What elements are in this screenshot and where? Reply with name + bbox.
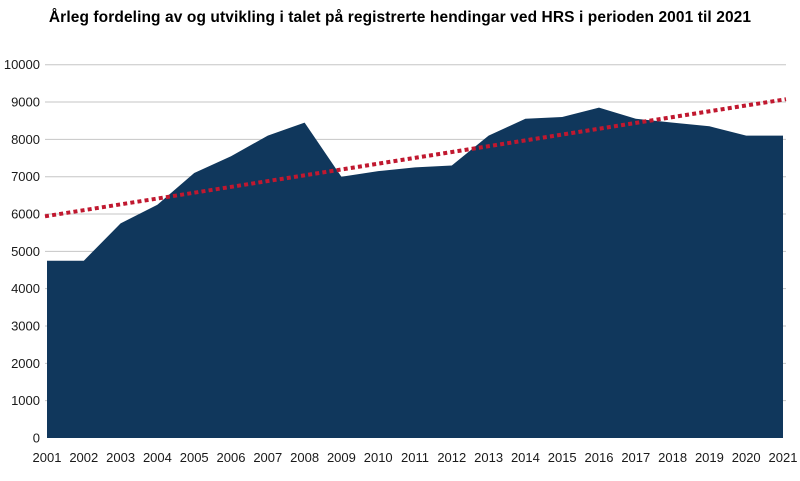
chart-title: Årleg fordeling av og utvikling i talet …: [48, 9, 752, 26]
x-axis-tick-label: 2008: [290, 450, 319, 465]
y-axis-tick-label: 8000: [11, 132, 40, 147]
y-axis-tick-label: 9000: [11, 95, 40, 110]
x-axis-tick-label: 2013: [474, 450, 503, 465]
x-axis-tick-label: 2007: [253, 450, 282, 465]
x-axis-tick-label: 2001: [33, 450, 62, 465]
y-axis-tick-label: 6000: [11, 207, 40, 222]
y-axis-tick-label: 2000: [11, 356, 40, 371]
x-axis-tick-label: 2006: [217, 450, 246, 465]
x-axis-tick-label: 2005: [180, 450, 209, 465]
x-axis-tick-label: 2014: [511, 450, 540, 465]
x-axis-tick-label: 2010: [364, 450, 393, 465]
y-axis-tick-label: 7000: [11, 169, 40, 184]
x-axis-tick-label: 2002: [69, 450, 98, 465]
y-axis-tick-label: 0: [33, 431, 40, 446]
y-axis-tick-label: 4000: [11, 281, 40, 296]
x-axis-tick-label: 2016: [585, 450, 614, 465]
x-axis-tick-label: 2011: [401, 450, 429, 465]
x-axis-tick-label: 2017: [621, 450, 650, 465]
y-axis-tick-label: 1000: [11, 393, 40, 408]
y-axis-tick-label: 3000: [11, 319, 40, 334]
x-axis-tick-label: 2021: [769, 450, 798, 465]
y-axis-tick-label: 5000: [11, 244, 40, 259]
x-axis-tick-label: 2012: [437, 450, 466, 465]
x-axis-tick-label: 2015: [548, 450, 577, 465]
x-axis-tick-label: 2009: [327, 450, 356, 465]
x-axis-tick-label: 2003: [106, 450, 135, 465]
x-axis-tick-label: 2018: [658, 450, 687, 465]
y-axis-tick-label: 10000: [4, 57, 40, 72]
x-axis-tick-label: 2020: [732, 450, 761, 465]
area-series: [47, 107, 783, 438]
trend-line: [44, 97, 787, 219]
x-axis-tick-label: 2004: [143, 450, 172, 465]
x-axis-tick-label: 2019: [695, 450, 724, 465]
